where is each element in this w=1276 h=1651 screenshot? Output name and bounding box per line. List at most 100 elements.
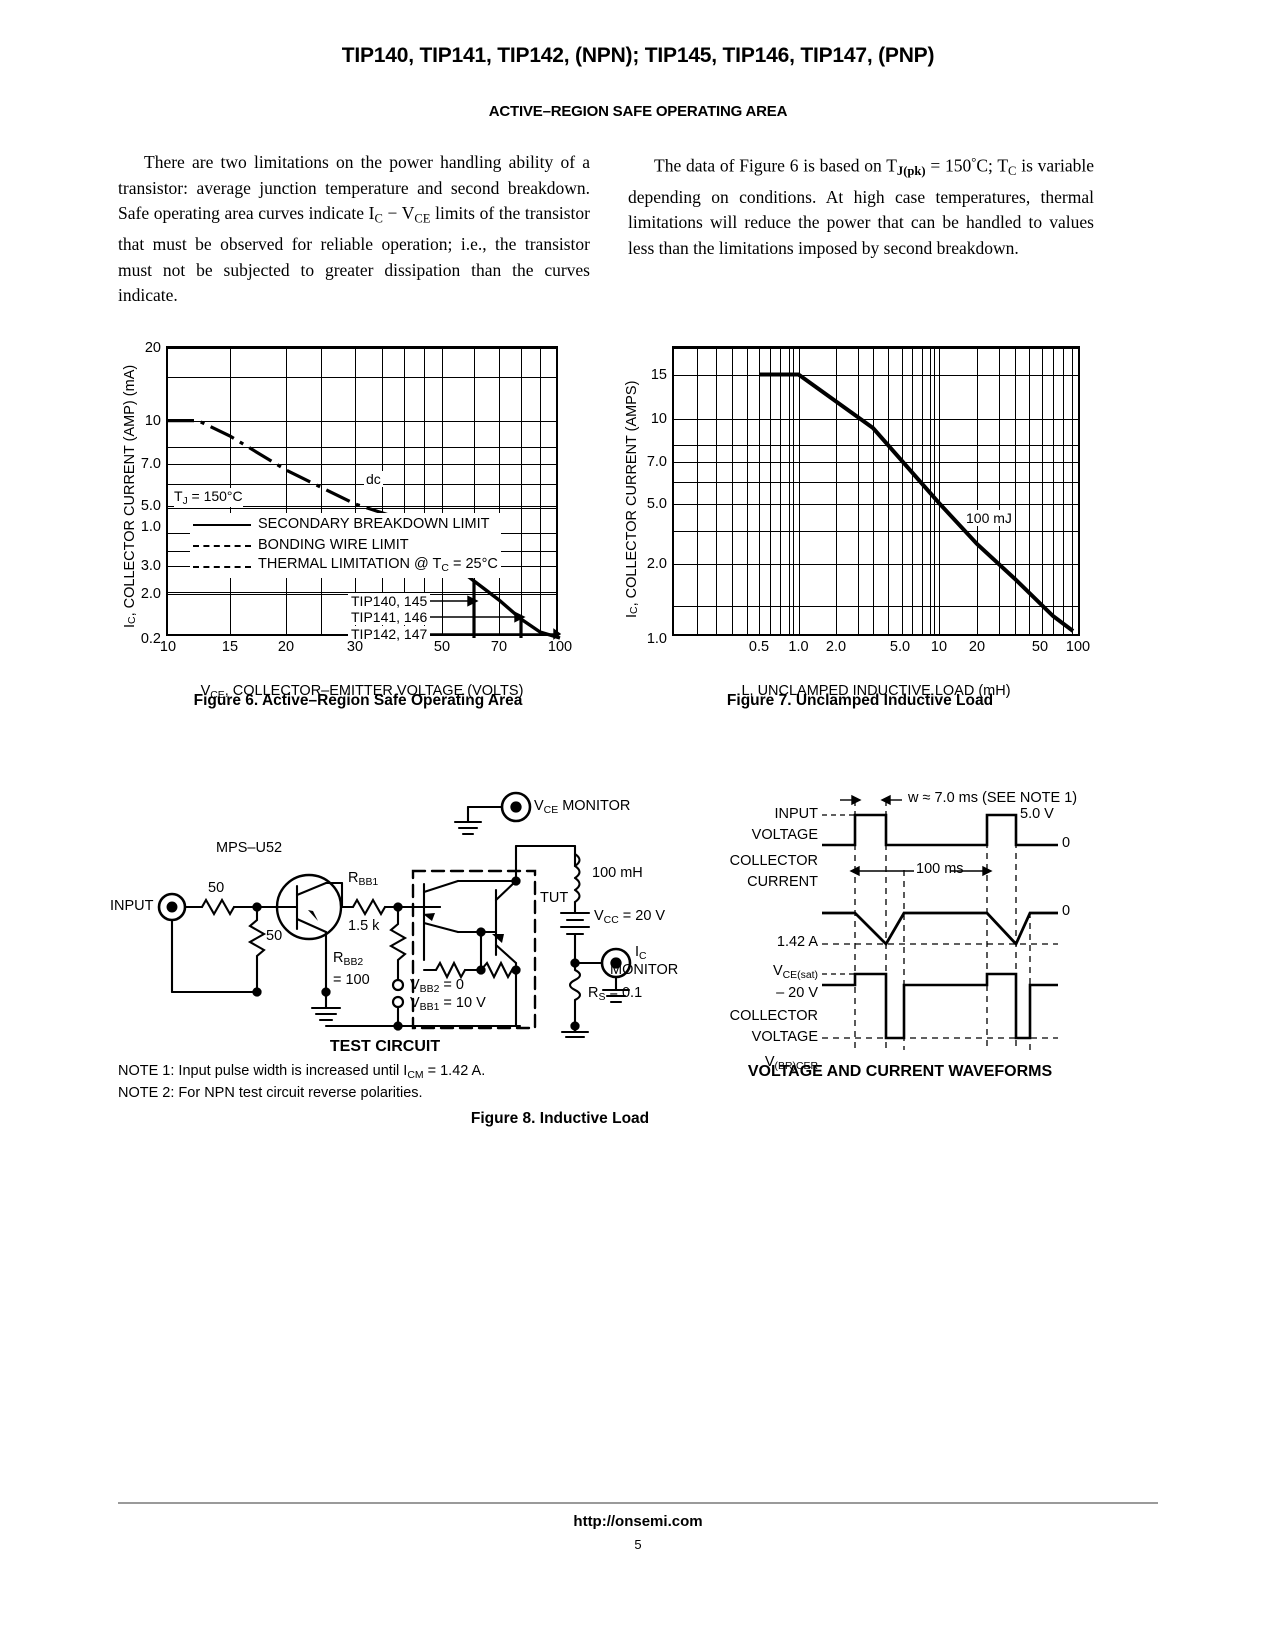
figure7-ylabel: IC, COLLECTOR CURRENT (AMPS) — [624, 380, 640, 618]
waveform-label-input: INPUT — [774, 806, 819, 822]
figure6-xtick: 50 — [433, 639, 451, 655]
figure7-ytick: 2.0 — [646, 556, 667, 572]
waveform-period-note: 100 ms — [916, 861, 964, 877]
waveform-label-voltage-2: VOLTAGE — [751, 1029, 818, 1045]
figure7-curve — [759, 372, 1075, 633]
figure6-xtick: 15 — [221, 639, 239, 655]
legend-swatch-dash-icon — [193, 565, 251, 568]
figure6-xtick: 30 — [346, 639, 364, 655]
note-2: NOTE 2: For NPN test circuit reverse pol… — [118, 1085, 423, 1101]
figure7-plot-area: 100 mJ 15 10 7.0 5.0 2.0 1.0 0.5 1.0 2.0… — [647, 346, 1090, 655]
figure7-ytick: 5.0 — [646, 496, 667, 512]
waveform-label-current: CURRENT — [747, 874, 818, 890]
figure6-ytick: 0.2 — [140, 630, 161, 647]
section-title: ACTIVE–REGION SAFE OPERATING AREA — [488, 103, 788, 120]
figure6-ytick: 3.0 — [140, 558, 161, 574]
waveforms-title: VOLTAGE AND CURRENT WAVEFORMS — [747, 1063, 1053, 1080]
figure6-ytick: 20 — [144, 339, 161, 356]
figure6-marker-tip142: TIP142, 147 — [348, 626, 431, 642]
legend-label: SECONDARY BREAKDOWN LIMIT — [258, 516, 490, 532]
left-column-text: There are two limitations on the power h… — [118, 150, 590, 309]
voltage-current-waveforms: w ≈ 7.0 ms (SEE NOTE 1) INPUT VOLTAGE 5.… — [718, 782, 1078, 1072]
legend-item-bonding-wire: BONDING WIRE LIMIT — [193, 535, 498, 556]
paragraph-thermal: The data of Figure 6 is based on TJ(pk) … — [628, 155, 1095, 258]
figure6-xlabel: VCE, COLLECTOR–EMITTER VOLTAGE (VOLTS) — [200, 683, 524, 701]
waveform-traces — [822, 794, 1058, 1050]
waveform-value-zero-input: 0 — [1062, 835, 1071, 851]
waveform-value-zero-current: 0 — [1062, 903, 1071, 919]
page-title: TIP140, TIP141, TIP142, (NPN); TIP145, T… — [341, 44, 935, 67]
label-vbb1: VBB1 = 10 V — [410, 995, 486, 1013]
figure6-ytick: 5.0 — [140, 498, 161, 514]
figure7-xtick: 0.5 — [748, 639, 770, 655]
waveform-label-collector: COLLECTOR — [729, 853, 818, 869]
label-vce-monitor: VCE MONITOR — [534, 798, 631, 816]
label-driver-transistor: MPS–U52 — [216, 840, 283, 856]
figure6-xtick: 20 — [277, 639, 295, 655]
figure6-ylabel: IC, COLLECTOR CURRENT (AMP) (mA) — [122, 364, 138, 628]
figure8-caption: Figure 8. Inductive Load — [470, 1110, 650, 1127]
right-column-text: The data of Figure 6 is based on TJ(pk) … — [628, 150, 1094, 261]
waveform-label-collector-2: COLLECTOR — [729, 1008, 818, 1024]
figure6-xtick: 70 — [490, 639, 508, 655]
test-circuit-schematic — [157, 791, 632, 1039]
footer-url[interactable]: http://onsemi.com — [573, 1513, 703, 1530]
figure7-xtick: 10 — [930, 639, 948, 655]
figure6-temp-note: TJ = 150°C — [174, 488, 243, 508]
figure7-xtick: 100 — [1065, 639, 1091, 655]
figure6-ytick: 7.0 — [140, 456, 161, 472]
waveform-label-voltage: VOLTAGE — [751, 827, 818, 843]
figure6-ytick: 10 — [144, 412, 161, 429]
label-rbb2: RBB2 — [333, 950, 364, 968]
legend-swatch-dashdot-icon — [193, 544, 251, 547]
figure7-ytick: 7.0 — [646, 454, 667, 470]
figure6-marker-tip141: TIP141, 146 — [348, 609, 431, 625]
legend-label: THERMAL LIMITATION @ TC = 25°C — [258, 556, 498, 574]
label-tut: TUT — [540, 890, 569, 906]
label-rbb1: RBB1 — [348, 870, 379, 888]
footer-divider — [118, 1502, 1158, 1504]
figure7-xtick: 2.0 — [825, 639, 847, 655]
figure6-plot-area: TJ = 150°C dc SECONDARY BREAKDOWN LIMIT … — [141, 340, 572, 656]
legend-item-secondary-breakdown: SECONDARY BREAKDOWN LIMIT — [193, 514, 498, 535]
figure7-caption: Figure 7. Unclamped Inductive Load — [726, 692, 994, 709]
waveform-value-neg20v: – 20 V — [776, 985, 818, 1001]
figure6-ytick: 2.0 — [140, 586, 161, 602]
legend-label: BONDING WIRE LIMIT — [258, 537, 409, 553]
figure-7: IC, COLLECTOR CURRENT (AMPS) — [620, 330, 1100, 730]
figure7-ytick: 10 — [650, 411, 667, 427]
figure6-dc-label: dc — [364, 471, 383, 488]
page-number: 5 — [634, 1537, 642, 1552]
figure-6: IC, COLLECTOR CURRENT (AMP) (mA) — [118, 330, 598, 730]
figure7-curve-label: 100 mJ — [963, 510, 1015, 527]
waveform-value-5v: 5.0 V — [1020, 806, 1054, 822]
legend-item-thermal-limitation: THERMAL LIMITATION @ TC = 25°C — [193, 556, 498, 577]
figure6-legend: SECONDARY BREAKDOWN LIMIT BONDING WIRE L… — [190, 513, 501, 578]
figure7-ytick: 15 — [650, 366, 667, 383]
figure6-marker-tip140: TIP140, 145 — [348, 593, 431, 609]
figure6-xtick: 10 — [159, 639, 177, 655]
figure6-caption: Figure 6. Active–Region Safe Operating A… — [193, 692, 523, 709]
legend-swatch-solid-icon — [193, 523, 251, 526]
label-series-resistor: 50 — [208, 880, 225, 896]
note-1: NOTE 1: Input pulse width is increased u… — [118, 1063, 486, 1081]
figure7-xtick: 1.0 — [788, 639, 809, 655]
label-ic-monitor-text: MONITOR — [610, 962, 679, 978]
test-circuit: INPUT 50 50 MPS–U52 RBB1 1.5 k RBB2 = 10… — [110, 780, 680, 1040]
figure7-ytick: 1.0 — [646, 630, 667, 647]
waveform-pulse-width-note: w ≈ 7.0 ms (SEE NOTE 1) — [908, 790, 1078, 806]
waveform-value-vbrcer: V(BR)CER — [764, 1054, 818, 1072]
label-input: INPUT — [110, 898, 154, 914]
label-vbb2: VBB2 = 0 — [410, 977, 464, 995]
waveform-value-vcesat: VCE(sat) — [772, 963, 818, 981]
label-rbb1-value: 1.5 k — [348, 918, 380, 934]
paragraph-limitations: There are two limitations on the power h… — [118, 152, 591, 306]
label-rbb2-value: = 100 — [333, 972, 370, 988]
figure7-xtick: 50 — [1031, 639, 1049, 655]
test-circuit-title: TEST CIRCUIT — [329, 1038, 441, 1055]
figure6-ytick-1p0: 1.0 — [140, 518, 161, 535]
label-vcc: VCC = 20 V — [594, 908, 666, 926]
figure7-xlabel: L, UNCLAMPED INDUCTIVE LOAD (mH) — [741, 683, 1011, 699]
figure7-xtick: 20 — [968, 639, 986, 655]
